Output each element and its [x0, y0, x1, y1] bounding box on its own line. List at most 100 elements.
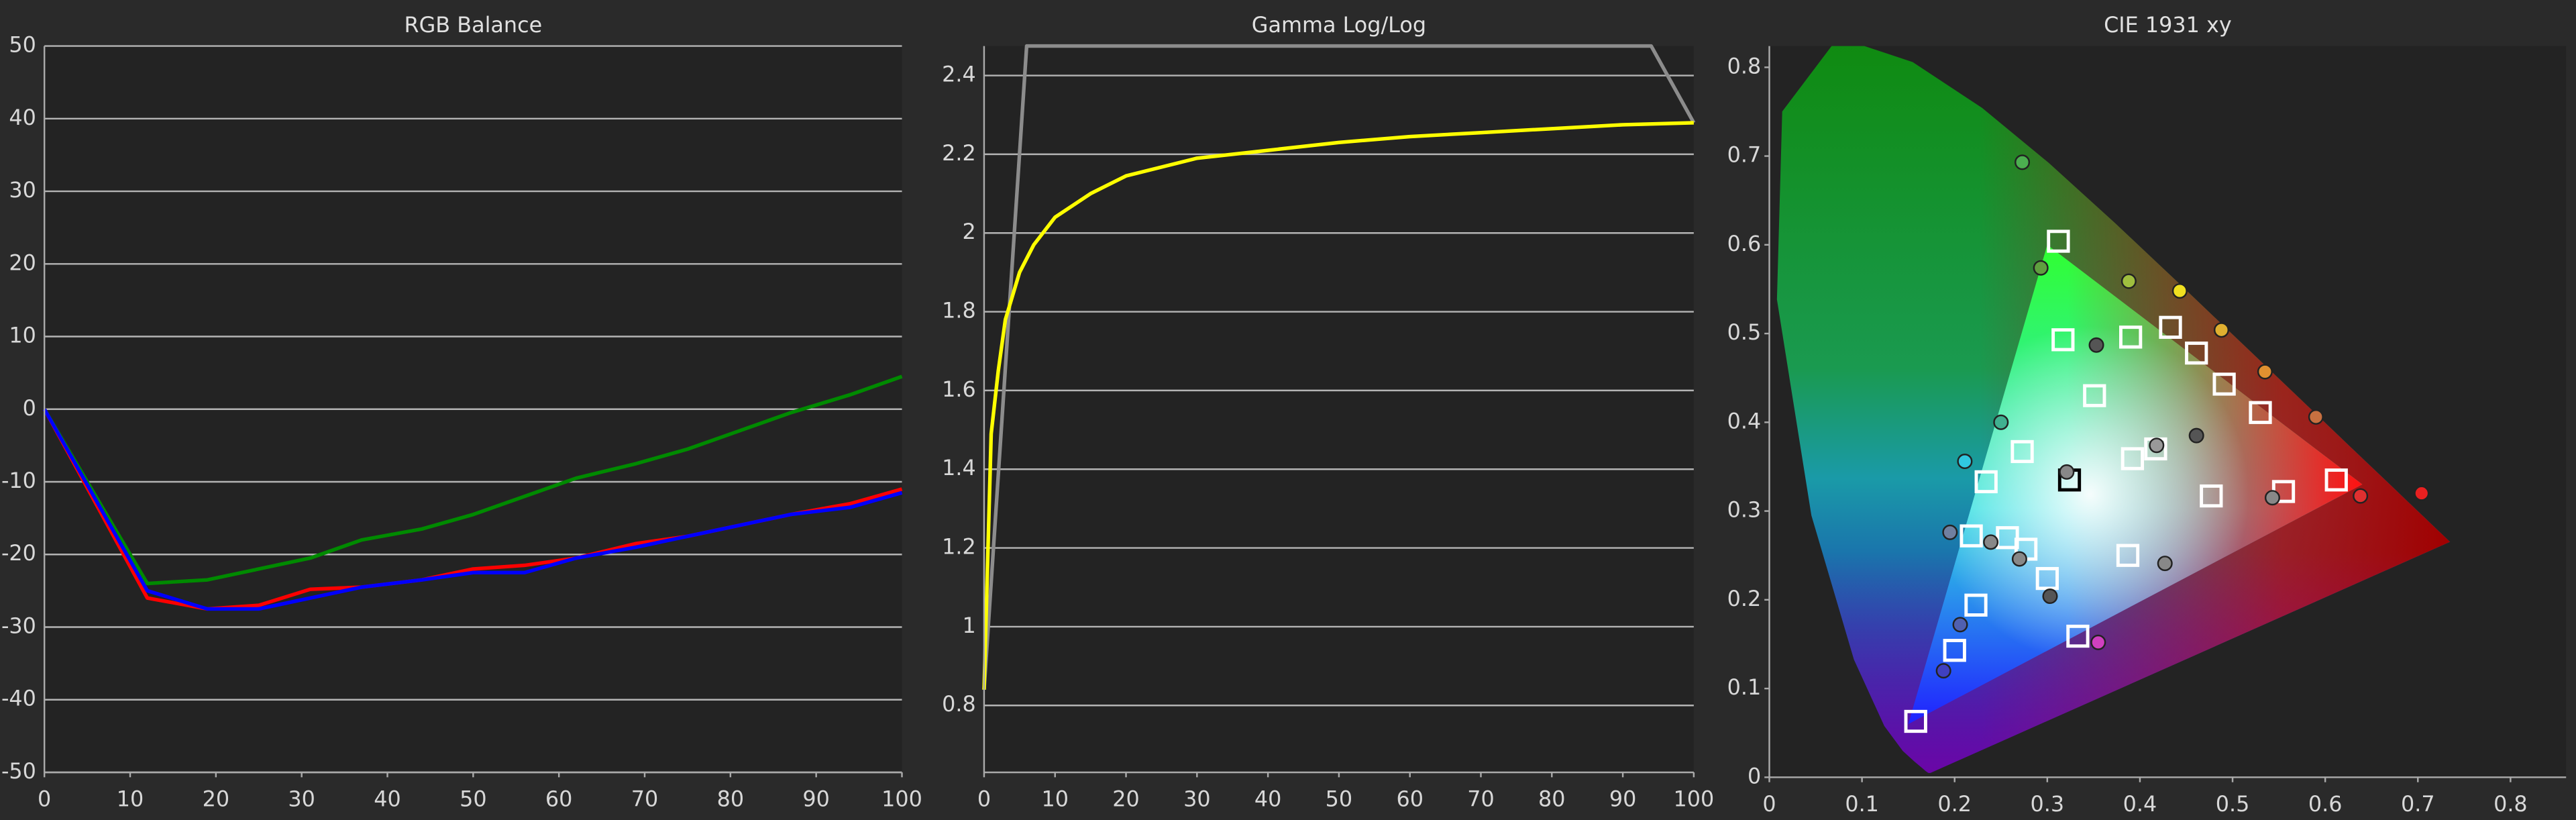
x-tick-label: 0.2 [1937, 791, 1972, 817]
y-tick-label: 2 [962, 219, 975, 244]
x-tick-label: 40 [1254, 786, 1282, 812]
y-tick-label: 50 [9, 32, 36, 58]
measured-point [1983, 534, 1999, 550]
x-tick-label: 0.8 [2493, 791, 2528, 817]
x-tick-label: 0 [1762, 791, 1776, 817]
data-line [982, 121, 1694, 690]
y-tick-label: 0.8 [1727, 53, 1762, 79]
target-square [2118, 325, 2143, 349]
measured-point [2213, 322, 2229, 338]
y-tick-label: 1 [962, 613, 975, 638]
y-tick-label: 1.8 [942, 298, 976, 323]
data-line [42, 408, 903, 611]
measured-point [2353, 488, 2369, 504]
gamut-triangle [1908, 244, 2363, 724]
target-square [2047, 229, 2070, 253]
y-tick-label: 0.6 [1727, 231, 1762, 256]
x-tick-label: 10 [1041, 786, 1069, 812]
measured-point [2257, 364, 2273, 380]
chart-panel: Gamma Log/Log 0.8 1 1.2 1.4 1.6 1.8 2 2.2 2.4 0 10 2… [942, 12, 1714, 811]
target-square [2083, 384, 2106, 407]
x-tick-label: 90 [1609, 786, 1637, 812]
target-square [2066, 624, 2090, 648]
x-tick-label: 0.6 [2308, 791, 2343, 817]
y-tick-label: 1.4 [942, 455, 976, 480]
y-tick-label: -20 [1, 540, 36, 566]
x-tick-label: 70 [1467, 786, 1495, 812]
y-tick-label: 0 [23, 395, 36, 421]
y-tick-label: 0.7 [1727, 142, 1762, 168]
x-tick-label: 80 [717, 786, 745, 812]
measured-point [1993, 414, 2009, 430]
measured-point [2011, 551, 2027, 567]
measured-point [2157, 556, 2173, 572]
measured-point [2308, 409, 2324, 425]
target-square [2212, 372, 2236, 396]
target-square [1960, 524, 1983, 548]
measured-point [2264, 490, 2280, 506]
y-tick-label: 20 [9, 250, 36, 275]
x-tick-label: 20 [1112, 786, 1140, 812]
target-square [2200, 484, 2223, 508]
x-tick-label: 50 [1326, 786, 1353, 812]
measured-point [1942, 524, 1958, 540]
measured-point [2121, 273, 2137, 289]
x-tick-label: 70 [631, 786, 659, 812]
measured-point [2149, 438, 2165, 454]
y-tick-label: -30 [1, 613, 36, 638]
x-tick-label: 0 [977, 786, 991, 812]
y-tick-label: 0.3 [1727, 497, 1762, 523]
y-tick-label: 40 [9, 105, 36, 130]
data-line [42, 374, 903, 586]
y-tick-label: 1.6 [942, 376, 976, 402]
data-line [982, 44, 1696, 690]
chart-title: Gamma Log/Log [1252, 12, 1426, 38]
x-tick-label: 60 [1396, 786, 1424, 812]
y-tick-label: -40 [1, 686, 36, 711]
measured-point [2033, 260, 2049, 276]
measured-point [2090, 634, 2106, 650]
x-tick-label: 50 [460, 786, 487, 812]
x-tick-label: 0.7 [2401, 791, 2435, 817]
x-tick-label: 0.3 [2031, 791, 2065, 817]
target-square [2121, 447, 2145, 470]
target-square [1943, 639, 1966, 662]
x-tick-label: 90 [802, 786, 830, 812]
y-tick-label: 0.8 [942, 691, 976, 717]
y-tick-label: 0.2 [1727, 586, 1762, 611]
chart-title: CIE 1931 xy [2104, 12, 2232, 38]
measured-point [1935, 663, 1951, 679]
x-tick-label: 80 [1538, 786, 1566, 812]
y-tick-label: 0 [1748, 763, 1761, 788]
measured-point [2414, 485, 2430, 501]
measured-point [1957, 454, 1973, 470]
x-tick-label: 100 [881, 786, 922, 812]
y-tick-label: 2.2 [942, 140, 976, 166]
chart-title: RGB Balance [405, 12, 543, 38]
measured-point [2015, 154, 2031, 170]
y-tick-label: 2.4 [942, 62, 976, 87]
target-square [2185, 342, 2208, 365]
target-square [2159, 315, 2182, 339]
chart-panel: RGB Balance -50 -40 -30 -20 -10 0 10 20 30 40 50 0 10… [1, 12, 922, 811]
x-tick-label: 0.5 [2216, 791, 2250, 817]
target-square [2010, 440, 2034, 464]
target-square [2324, 468, 2348, 492]
chart-panel: CIE 1931 xy 0 0.1 0.2 0.3 0.4 0.5 0.6 0.7 0.8 0 0.1… [1727, 12, 2567, 817]
measured-point [2059, 464, 2075, 480]
x-tick-label: 40 [374, 786, 401, 812]
gamut-layer [1776, 46, 2451, 773]
target-square [2249, 401, 2272, 424]
y-tick-label: 0.1 [1727, 674, 1762, 700]
y-tick-label: 0.5 [1727, 319, 1762, 345]
plot-area [983, 46, 1694, 772]
measured-point [2042, 588, 2058, 605]
x-tick-label: 0.4 [2123, 791, 2157, 817]
x-tick-label: 100 [1673, 786, 1714, 812]
x-tick-label: 10 [117, 786, 144, 812]
y-tick-label: 10 [9, 323, 36, 348]
target-square [1974, 470, 1998, 494]
y-tick-label: 0.4 [1727, 408, 1762, 433]
y-tick-label: -10 [1, 468, 36, 493]
